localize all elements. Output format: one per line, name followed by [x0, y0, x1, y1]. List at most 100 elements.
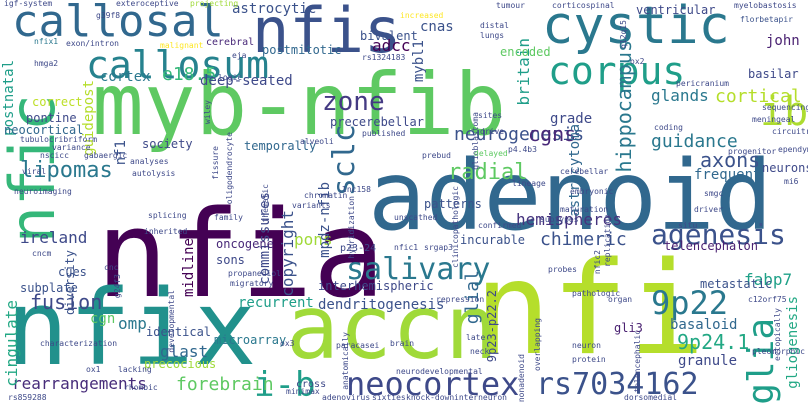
word-nscicc: nscicc	[40, 151, 69, 160]
word-accn: accn	[286, 276, 498, 379]
word-fabp7: fabp7	[744, 270, 793, 289]
word-cystic: cystic	[542, 0, 730, 56]
word-telencephalic: telencephalic	[633, 330, 642, 393]
word-precerebellar: precerebellar	[330, 115, 424, 129]
word-i-b: i-b	[254, 365, 316, 404]
word-rs7034162: rs7034162	[536, 367, 699, 402]
word-chimeric: chimeric	[540, 229, 627, 250]
word-logic: logic	[218, 73, 243, 82]
word-paracasei: paracasei	[336, 341, 380, 350]
word-c12orf75: c12orf75	[748, 295, 787, 304]
word-pons: pons	[294, 230, 333, 249]
word-increased: increased	[400, 11, 444, 20]
word-analyses: analyses	[130, 157, 169, 166]
word-variants: variants	[292, 201, 331, 210]
word-maturation: maturation	[560, 205, 609, 214]
word-circuitry: circuitry	[772, 127, 808, 136]
word-radial: radial	[448, 160, 528, 185]
word-zone: zone	[322, 87, 385, 117]
word-mi6: mi6	[784, 177, 799, 186]
word-9p24.1: 9p24.1	[677, 330, 750, 354]
word-cortical: cortical	[715, 86, 802, 107]
word-forebrain: forebrain	[176, 374, 274, 395]
word-corpus: corpus	[548, 49, 686, 93]
word-cingulate: cingulate	[2, 300, 21, 387]
word-oncogene: oncogene	[216, 237, 274, 251]
word-cues: cues	[58, 265, 87, 279]
word-precocious: precocious	[144, 357, 217, 371]
word-deep-seated: deep-seated	[200, 73, 293, 89]
word-probes: probes	[548, 265, 577, 274]
word-cortex: cortex	[100, 69, 151, 85]
word-migratory: migratory	[230, 279, 274, 288]
word-postmitotic: postmitotic	[262, 43, 342, 57]
word-subtypes: subtypes	[540, 215, 579, 224]
word-sixties: sixties	[372, 393, 406, 402]
word-correct: correct	[32, 95, 83, 109]
word-unscathed: unscathed	[394, 213, 438, 222]
word-viral: viral	[22, 167, 47, 176]
word-wiley: wiley	[203, 100, 212, 125]
word-copyright: copyright	[278, 210, 297, 297]
word-nfia: nfia	[96, 186, 385, 325]
word-rhombic: rhombic	[124, 383, 158, 392]
word-delayed: delayed	[474, 149, 508, 158]
word-pathologic: pathologic	[572, 289, 621, 298]
word-omp: omp	[118, 314, 147, 333]
word-mybl1: mybl1	[411, 40, 427, 83]
word-late: late	[466, 333, 486, 342]
word-cross: cross	[296, 379, 327, 390]
word-hemispheres: hemispheres	[516, 210, 622, 229]
word-interneuron: interneuron	[454, 393, 507, 402]
word-malignant: malignant	[160, 41, 204, 50]
word-telencephalon: telencephalon	[664, 239, 758, 253]
word-axons: axons	[700, 148, 761, 172]
word-ventricular: ventricular	[636, 3, 716, 17]
word-glands: glands	[651, 86, 709, 105]
word-interhemispheric: interhemispheric	[318, 279, 434, 293]
word-neocortex: neocortex	[346, 365, 520, 403]
word-splicing: splicing	[148, 211, 187, 220]
word-nfix: nfix	[6, 267, 257, 389]
word-neuroimaging: neuroimaging	[14, 187, 72, 196]
word-astrocytic: astrocytic	[232, 1, 317, 17]
word-bivalent: bivalent	[360, 29, 418, 43]
word-john: john	[766, 33, 800, 49]
word-lineage: lineage	[512, 179, 546, 188]
word-glioblastoma: glioblastoma	[471, 112, 480, 170]
word-cnc: cnc	[104, 263, 119, 272]
word-metastatic: metastatic	[700, 277, 773, 291]
word-grade: grade	[550, 111, 593, 127]
word-g39f8: g39f8	[96, 11, 121, 20]
word-igf-system: igf-system	[4, 0, 53, 8]
word-p4.4b3: p4.4b3	[508, 145, 537, 154]
word-srgap3: srgap3	[424, 243, 453, 252]
word-fissure: fissure	[211, 146, 220, 180]
word-eja: eja	[232, 51, 247, 60]
word-tumour: tumour	[496, 1, 525, 10]
word-callosum: callosum	[86, 43, 270, 87]
word-characterization: characterization	[40, 339, 118, 348]
word-florbetapir: florbetapir	[740, 15, 793, 24]
word-myelobastosis: myelobastosis	[734, 1, 797, 10]
word-pericranium: pericranium	[676, 79, 729, 88]
word-identical: identical	[146, 325, 212, 339]
word-autolysis: autolysis	[132, 169, 176, 178]
word-temporally: temporally	[244, 139, 317, 153]
word-sequencing: sequencing	[762, 103, 808, 112]
word-gliogenesis: gliogenesis	[785, 296, 801, 389]
word-adcc: adcc	[372, 36, 411, 55]
word-overlapping: overlapping	[533, 318, 542, 371]
word-dendritogenesis: dendritogenesis	[318, 297, 445, 313]
word-pontine: pontine	[26, 111, 77, 125]
word-smgc: smgc	[704, 189, 724, 198]
word-lnc158: lnc158	[342, 185, 371, 194]
word-neuron: neuron	[572, 341, 601, 350]
word-minimax: minimax	[286, 387, 320, 396]
word-propanediol: propanediol	[228, 269, 281, 278]
word-clinicopathologic: clinicopathologic	[451, 186, 460, 268]
word-rearrangements: rearrangements	[12, 374, 147, 393]
word-9p22: 9p22	[651, 284, 729, 322]
word-situ: situ	[678, 221, 698, 230]
word-q12q15: q12q15	[619, 20, 628, 49]
